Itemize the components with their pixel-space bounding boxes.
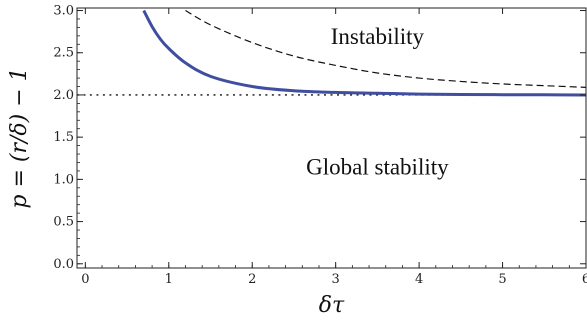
x-tick-label: 6 <box>582 272 587 287</box>
global-stability-label: Global stability <box>306 155 449 180</box>
labels-layer: Instability Global stability <box>306 24 449 180</box>
y-tick-label: 3.0 <box>53 4 74 19</box>
y-tick-label: 0.0 <box>53 257 74 272</box>
y-tick-label: 1.5 <box>53 130 74 145</box>
x-tick-label: 0 <box>81 272 89 287</box>
y-tick-label: 0.5 <box>53 215 74 230</box>
ticks-layer: 0 1 2 3 4 5 6 0.0 0.5 1.0 1.5 2.0 2.5 3.0 <box>53 4 587 287</box>
y-axis-label: p = (r/δ) − 1 <box>7 67 32 208</box>
x-axis-label: δτ <box>319 293 345 318</box>
y-tick-label: 2.5 <box>53 46 74 61</box>
x-tick-label: 1 <box>165 272 173 287</box>
series-layer <box>77 9 587 97</box>
x-tick-label: 3 <box>332 272 340 287</box>
x-tick-label: 4 <box>415 272 423 287</box>
x-tick-label: 5 <box>498 272 506 287</box>
y-tick-label: 2.0 <box>53 88 74 103</box>
instability-label: Instability <box>331 24 425 49</box>
x-tick-label: 2 <box>248 272 256 287</box>
y-tick-label: 1.0 <box>53 172 74 187</box>
plot-frame <box>76 7 587 269</box>
series-line-dashed <box>185 10 587 88</box>
series-line-solid <box>142 9 587 97</box>
